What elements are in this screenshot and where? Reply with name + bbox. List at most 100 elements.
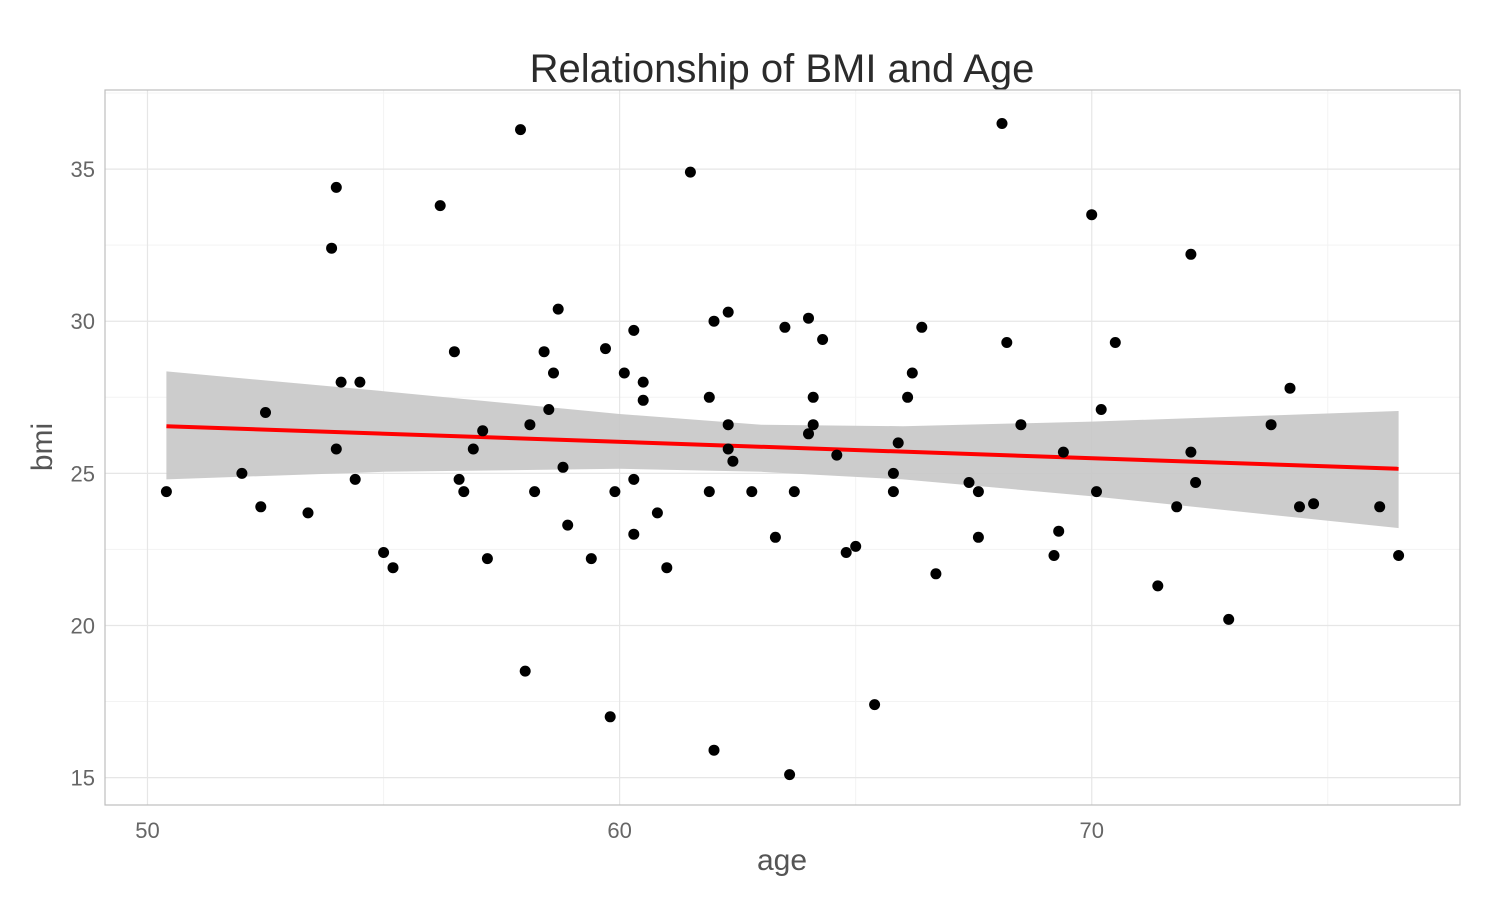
chart-title: Relationship of BMI and Age	[530, 47, 1035, 91]
data-point	[236, 467, 248, 479]
data-point	[609, 486, 621, 498]
data-point	[1393, 550, 1405, 561]
x-axis-ticks: 50 60 70	[135, 818, 1104, 843]
data-point	[524, 419, 536, 431]
data-point	[1001, 337, 1013, 348]
data-point	[840, 547, 852, 558]
data-point	[628, 528, 640, 540]
data-point	[434, 200, 446, 212]
data-point	[330, 181, 342, 193]
data-point	[1308, 498, 1320, 510]
data-point	[618, 367, 630, 379]
data-point	[722, 419, 734, 431]
data-point	[1185, 248, 1197, 260]
data-point	[996, 118, 1008, 129]
data-point	[1095, 404, 1107, 415]
data-point	[916, 321, 928, 333]
data-point	[902, 391, 914, 403]
data-point	[722, 443, 734, 455]
x-tick-label: 60	[607, 818, 631, 843]
data-point	[1185, 446, 1197, 458]
data-point	[585, 553, 597, 565]
data-point	[817, 334, 829, 345]
data-point	[708, 744, 720, 756]
data-point	[467, 443, 479, 455]
data-point	[1057, 446, 1069, 458]
data-point	[1190, 477, 1202, 488]
data-point	[1284, 382, 1296, 394]
data-point	[788, 486, 800, 498]
data-point	[972, 486, 984, 498]
x-tick-label: 70	[1080, 818, 1104, 843]
data-point	[453, 473, 465, 485]
data-point	[1223, 613, 1235, 625]
data-point	[1109, 337, 1121, 348]
data-point	[1086, 209, 1098, 221]
data-point	[604, 711, 616, 723]
data-point	[803, 312, 814, 324]
data-point	[779, 321, 791, 333]
y-tick-label: 15	[71, 766, 95, 791]
data-point	[600, 343, 611, 355]
data-point	[887, 467, 899, 479]
data-point	[330, 443, 342, 455]
data-point	[651, 507, 663, 519]
data-point	[255, 501, 267, 513]
data-point	[892, 437, 904, 449]
data-point	[378, 547, 390, 558]
y-axis-ticks: 15 20 25 30 35	[71, 157, 95, 791]
data-point	[637, 376, 649, 388]
data-point	[769, 531, 781, 543]
data-point	[543, 404, 555, 415]
data-point	[1152, 580, 1164, 592]
data-point	[519, 665, 531, 677]
data-point	[869, 699, 881, 711]
data-point	[784, 769, 796, 781]
data-point	[326, 242, 338, 254]
data-point	[335, 376, 347, 388]
data-point	[703, 486, 715, 498]
y-tick-label: 35	[71, 157, 95, 182]
data-point	[661, 562, 673, 574]
data-point	[1294, 501, 1305, 513]
data-point	[722, 306, 734, 318]
data-point	[684, 166, 696, 178]
data-point	[481, 553, 493, 565]
data-point	[448, 346, 460, 358]
data-point	[1265, 419, 1277, 431]
data-point	[803, 428, 814, 440]
data-point	[963, 477, 975, 488]
data-point	[831, 449, 843, 461]
data-point	[529, 486, 541, 498]
data-point	[562, 519, 574, 531]
data-point	[458, 486, 470, 498]
y-axis-label: bmi	[26, 423, 59, 471]
data-point	[746, 486, 758, 498]
data-point	[302, 507, 314, 519]
data-point	[260, 407, 271, 418]
y-tick-label: 25	[71, 461, 95, 486]
data-point	[538, 346, 550, 358]
data-point	[850, 540, 862, 552]
data-point	[628, 324, 640, 336]
x-tick-label: 50	[135, 818, 159, 843]
data-point	[727, 455, 739, 467]
data-point	[548, 367, 559, 379]
data-point	[515, 124, 526, 136]
data-point	[1171, 501, 1183, 513]
data-point	[637, 394, 649, 406]
data-point	[477, 425, 489, 437]
data-point	[972, 531, 984, 543]
plot-panel-border	[104, 89, 1461, 806]
data-point	[354, 376, 366, 388]
data-point	[906, 367, 918, 379]
data-point	[160, 486, 172, 498]
data-point	[557, 461, 569, 473]
y-tick-label: 20	[71, 613, 95, 638]
data-point	[887, 486, 899, 498]
data-point	[807, 419, 819, 431]
data-point	[708, 315, 720, 327]
x-axis-label: age	[757, 844, 807, 877]
data-point	[552, 303, 564, 315]
